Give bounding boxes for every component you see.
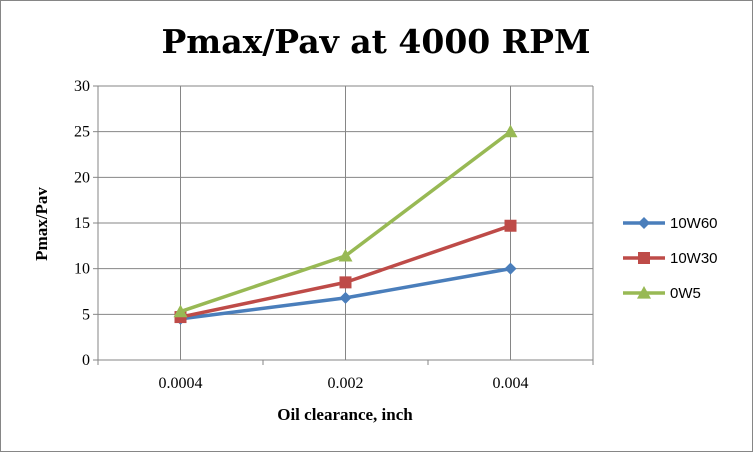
y-tick-label: 30	[74, 78, 90, 95]
data-point	[339, 291, 352, 304]
legend-marker	[637, 286, 651, 299]
grid-layer	[98, 85, 594, 360]
legend-label: 0W5	[670, 285, 701, 302]
legend-item: 10W60	[623, 215, 718, 232]
tick-layer: 0 5 10 15 20 25 30 0.0004 0.002 0.004	[74, 78, 529, 392]
data-point	[338, 248, 353, 262]
y-tick-label: 15	[74, 215, 90, 232]
legend-label: 10W30	[670, 250, 718, 267]
data-point	[503, 124, 518, 138]
data-point	[504, 219, 517, 232]
y-tick-label: 10	[74, 261, 90, 278]
x-tick-label: 0.0004	[159, 375, 203, 392]
y-tick-label: 25	[74, 124, 90, 141]
legend: 10W60 10W30 0W5	[623, 215, 718, 302]
legend-item: 10W30	[623, 250, 718, 267]
y-axis-title: Pmax/Pav	[32, 187, 51, 261]
x-axis-title: Oil clearance, inch	[277, 405, 413, 424]
series-0W5	[173, 124, 518, 318]
legend-label: 10W60	[670, 215, 718, 232]
axis-layer	[93, 85, 594, 365]
chart-title: Pmax/Pav at 4000 RPM	[161, 22, 590, 61]
x-tick-label: 0.004	[493, 375, 529, 392]
y-tick-label: 20	[74, 169, 90, 186]
data-point	[504, 262, 517, 275]
series-layer	[173, 124, 518, 325]
y-tick-label: 0	[82, 352, 90, 369]
legend-marker	[638, 252, 650, 264]
data-point	[339, 276, 352, 289]
y-tick-label: 5	[82, 306, 90, 323]
legend-item: 0W5	[623, 285, 701, 302]
data-point	[173, 304, 188, 318]
legend-marker	[638, 217, 650, 229]
x-tick-label: 0.002	[328, 375, 364, 392]
